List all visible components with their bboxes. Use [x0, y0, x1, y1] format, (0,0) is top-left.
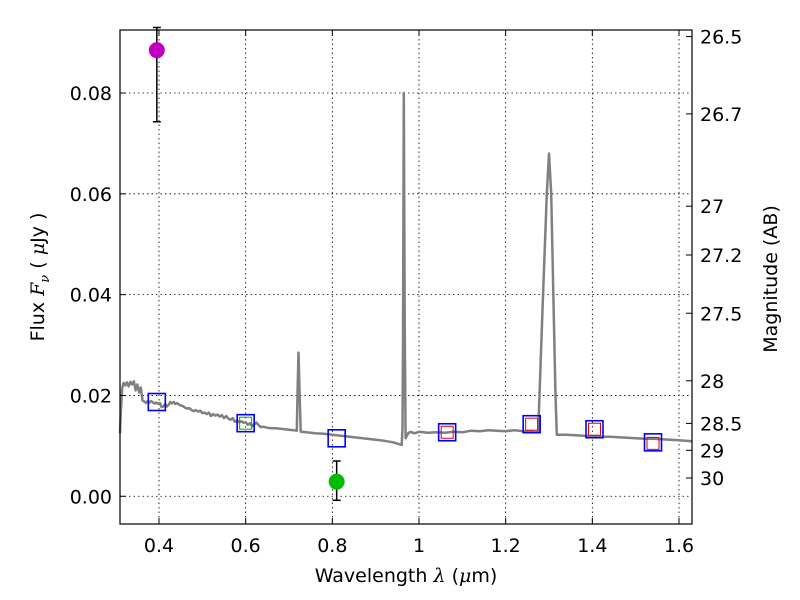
marker-layer [147, 26, 663, 502]
model-flux-square [522, 414, 541, 434]
y-axis-unit-close: ) [27, 213, 49, 220]
y-axis-title-prefix: Flux [27, 302, 49, 342]
x-axis-unit-m: m [471, 565, 490, 587]
y-tick-label: 0.00 [70, 486, 112, 508]
model-flux-square [236, 413, 255, 433]
y-tick-label: 0.06 [70, 184, 112, 206]
model-flux-square [327, 429, 346, 448]
y2-axis-title: Magnitude (AB) [760, 205, 782, 353]
y2-tick-label: 27 [700, 196, 724, 218]
y-axis-symbol: F [27, 282, 49, 297]
x-axis-unit-mu: μ [459, 565, 471, 587]
y2-tick-label: 27.2 [700, 245, 742, 267]
x-tick-label: 1 [413, 535, 425, 557]
x-tick-label: 1.6 [664, 535, 694, 557]
x-tick-label: 1.2 [491, 535, 521, 557]
observed-flux-square [440, 425, 454, 439]
x-axis-title: Wavelength λ (μm) [315, 565, 498, 587]
axis-ticks: 0.4 0.6 0.8 1 1.2 1.4 1.6 0.00 0.02 0.04 0.06 0.08 2… [70, 27, 743, 557]
x-tick-label: 0.4 [144, 535, 174, 557]
observed-flux-square [646, 436, 660, 450]
photometry-point [148, 42, 165, 59]
model-flux-square [437, 422, 457, 442]
observed-flux-square [588, 422, 601, 436]
y-tick-label: 0.08 [70, 83, 112, 105]
y2-tick-label: 28.5 [700, 413, 742, 435]
spectrum-layer [118, 91, 693, 447]
plot-frame [119, 29, 693, 525]
y2-tick-label: 27.5 [700, 303, 742, 325]
y-tick-label: 0.02 [70, 385, 112, 407]
y-axis-title: Flux Fν ( μJy ) [27, 213, 53, 342]
x-axis-symbol: λ [432, 565, 445, 587]
model-flux-square [147, 392, 167, 412]
model-flux-square [643, 433, 663, 452]
y2-tick-label: 29 [700, 440, 724, 462]
y-tick-label: 0.04 [70, 285, 112, 307]
y2-tick-label: 26.7 [700, 104, 742, 126]
y2-tick-label: 28 [700, 371, 724, 393]
model-flux-square [585, 419, 604, 439]
y-axis-unit-mu: μ [27, 243, 49, 255]
x-axis-unit-close: ) [490, 565, 497, 587]
x-axis-unit-open: ( [452, 565, 459, 587]
x-axis-title-prefix: Wavelength [315, 565, 428, 587]
y2-tick-label: 30 [700, 468, 724, 490]
photometry-point [328, 473, 345, 490]
y-axis-symbol-sub: ν [38, 275, 53, 283]
x-tick-label: 0.8 [317, 535, 347, 557]
spectrum-line [118, 91, 693, 447]
x-tick-label: 1.4 [577, 535, 607, 557]
x-tick-label: 0.6 [231, 535, 261, 557]
observed-flux-square [525, 417, 539, 431]
green-flux-square [239, 416, 253, 430]
y2-tick-label: 26.5 [700, 27, 742, 49]
y-axis-unit-jy: Jy [27, 226, 49, 244]
y-axis-unit-open: ( [27, 261, 49, 268]
grid-lines [120, 30, 692, 524]
